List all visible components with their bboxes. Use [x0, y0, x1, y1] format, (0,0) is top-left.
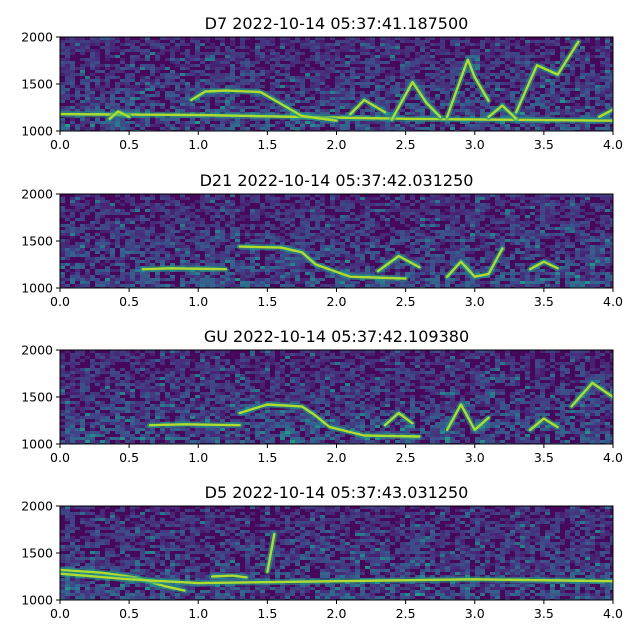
x-tick-label: 4.0: [603, 450, 623, 465]
contour-line: [515, 40, 580, 114]
panel-title: D5 2022-10-14 05:37:43.031250: [205, 483, 469, 502]
spectrogram-image: [60, 37, 613, 131]
contour-line: [108, 110, 131, 120]
contour-line: [349, 98, 387, 116]
x-tick-label: 1.5: [257, 606, 277, 621]
contour-line: [445, 58, 490, 119]
contour-line: [376, 254, 421, 273]
x-tick-label: 3.5: [534, 294, 554, 309]
contour-line: [60, 572, 613, 585]
x-tick-label: 2.5: [396, 137, 416, 152]
x-tick-label: 1.0: [188, 450, 208, 465]
y-tick-label: 2000: [21, 30, 53, 45]
x-tick-label: 3.0: [465, 294, 485, 309]
spectrogram-image: [60, 506, 613, 600]
y-tick-label: 1500: [21, 390, 53, 405]
x-tick-label: 4.0: [603, 137, 623, 152]
x-tick-label: 2.5: [396, 450, 416, 465]
x-tick-label: 2.5: [396, 606, 416, 621]
x-tick-label: 3.0: [465, 137, 485, 152]
y-tick-label: 1000: [21, 281, 53, 296]
contour-line: [570, 381, 613, 408]
contour-line: [190, 89, 338, 122]
x-tick-label: 2.0: [327, 294, 347, 309]
x-tick-label: 0.5: [119, 294, 139, 309]
y-tick-label: 1500: [21, 77, 53, 92]
contour-line: [598, 108, 613, 119]
spectrogram-panel-2: D21 2022-10-14 05:37:42.031250 0.0 0.5 1.0 1…: [21, 171, 623, 309]
x-tick-label: 1.5: [257, 294, 277, 309]
contour-line: [60, 112, 613, 122]
x-tick-label: 1.5: [257, 450, 277, 465]
contour-line: [238, 403, 421, 438]
x-tick-label: 1.5: [257, 137, 277, 152]
spectrogram-panel-1: D7 2022-10-14 05:37:41.187500 0.0 0.5 1.0 1.…: [21, 14, 623, 152]
spectrogram-panel-3: GU 2022-10-14 05:37:42.109380 0.0 0.5 1.0 1.…: [21, 327, 623, 465]
spectrogram-image: [60, 194, 613, 288]
contour-line: [266, 533, 276, 573]
contour-line: [445, 247, 504, 278]
x-tick-label: 1.0: [188, 294, 208, 309]
contour-line: [487, 104, 518, 120]
contour-line: [383, 411, 414, 427]
x-tick-label: 4.0: [603, 606, 623, 621]
contour-line: [238, 245, 407, 280]
x-tick-label: 3.0: [465, 606, 485, 621]
y-tick-label: 1000: [21, 437, 53, 452]
x-tick-label: 2.5: [396, 294, 416, 309]
panel-title: D7 2022-10-14 05:37:41.187500: [205, 14, 469, 33]
x-tick-label: 4.0: [603, 294, 623, 309]
x-tick-label: 3.5: [534, 450, 554, 465]
x-tick-label: 1.0: [188, 606, 208, 621]
x-tick-label: 0.0: [50, 450, 70, 465]
x-tick-label: 0.5: [119, 606, 139, 621]
x-tick-label: 1.0: [188, 137, 208, 152]
x-tick-label: 0.0: [50, 606, 70, 621]
y-tick-label: 2000: [21, 499, 53, 514]
contour-line: [528, 417, 559, 432]
x-tick-label: 3.0: [465, 450, 485, 465]
contour-line: [528, 260, 559, 271]
x-tick-label: 3.5: [534, 606, 554, 621]
contour-line: [445, 403, 490, 432]
x-tick-label: 0.5: [119, 450, 139, 465]
y-tick-label: 1500: [21, 546, 53, 561]
x-tick-label: 0.0: [50, 294, 70, 309]
y-tick-label: 1000: [21, 593, 53, 608]
y-tick-label: 1000: [21, 124, 53, 139]
x-tick-label: 2.0: [327, 137, 347, 152]
spectrogram-image: [60, 350, 613, 444]
contour-line: [141, 267, 228, 271]
y-tick-label: 1500: [21, 234, 53, 249]
contour-line: [210, 574, 248, 579]
spectrogram-panel-4: D5 2022-10-14 05:37:43.031250 0.0 0.5 1.0 1.…: [21, 483, 623, 621]
panel-title: GU 2022-10-14 05:37:42.109380: [204, 327, 469, 346]
x-tick-label: 2.0: [327, 606, 347, 621]
x-tick-label: 3.5: [534, 137, 554, 152]
x-tick-label: 0.5: [119, 137, 139, 152]
panel-title: D21 2022-10-14 05:37:42.031250: [200, 171, 474, 190]
x-tick-label: 2.0: [327, 450, 347, 465]
y-tick-label: 2000: [21, 343, 53, 358]
y-tick-label: 2000: [21, 187, 53, 202]
contour-line: [390, 80, 442, 121]
x-tick-label: 0.0: [50, 137, 70, 152]
contour-line: [148, 423, 241, 427]
